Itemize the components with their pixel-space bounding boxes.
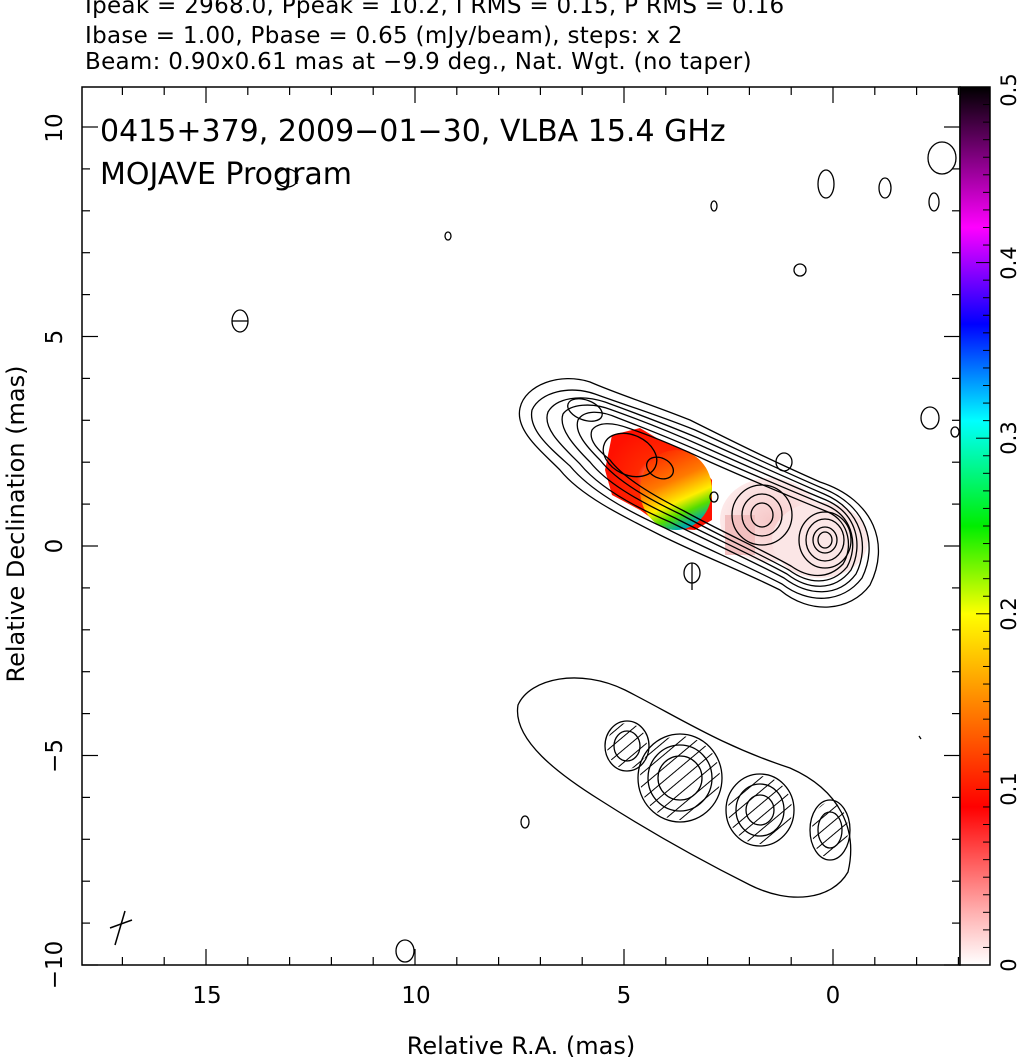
- map-subtitle: MOJAVE Program: [100, 157, 352, 192]
- colorbar-tick-label: 0: [997, 958, 1021, 971]
- y-tick-label: −10: [42, 941, 68, 990]
- y-tick-label: 5: [42, 330, 68, 345]
- x-tick-label: 0: [826, 983, 841, 1009]
- x-axis-label: Relative R.A. (mas): [407, 1032, 635, 1060]
- colorbar-tick-label: 0.1: [997, 772, 1021, 805]
- colorbar: 0 0.1 0.2 0.3 0.4 0.5: [959, 73, 1021, 972]
- intensity-contours-jet: [518, 378, 880, 608]
- y-tick-label: 0: [42, 539, 68, 554]
- header-stats-line-1: Ipeak = 2968.0, Ppeak = 10.2, I RMS = 0.…: [85, 0, 785, 19]
- colorbar-tick-label: 0.3: [997, 421, 1021, 454]
- axis-ticks: [82, 87, 960, 966]
- y-axis-label: Relative Declination (mas): [2, 365, 30, 682]
- colorbar-tick-label: 0.4: [997, 246, 1021, 279]
- x-tick-label: 15: [192, 983, 221, 1009]
- x-tick-label: 10: [401, 983, 430, 1009]
- header-stats-line-2: Ibase = 1.00, Pbase = 0.65 (mJy/beam), s…: [85, 23, 683, 49]
- header-beam-line: Beam: 0.90x0.61 mas at −9.9 deg., Nat. W…: [85, 49, 752, 75]
- y-tick-label: −5: [42, 739, 68, 773]
- colorbar-tick-label: 0.5: [997, 73, 1021, 106]
- map-title: 0415+379, 2009−01−30, VLBA 15.4 GHz: [100, 114, 726, 149]
- colorbar-tick-label: 0.2: [997, 597, 1021, 630]
- noise-contour-islands: [231, 141, 960, 963]
- x-tick-label: 5: [617, 983, 632, 1009]
- map-content: [109, 141, 960, 963]
- polarization-contours-lower: [516, 677, 852, 898]
- y-tick-label: 10: [42, 113, 68, 142]
- beam-marker: [109, 910, 133, 946]
